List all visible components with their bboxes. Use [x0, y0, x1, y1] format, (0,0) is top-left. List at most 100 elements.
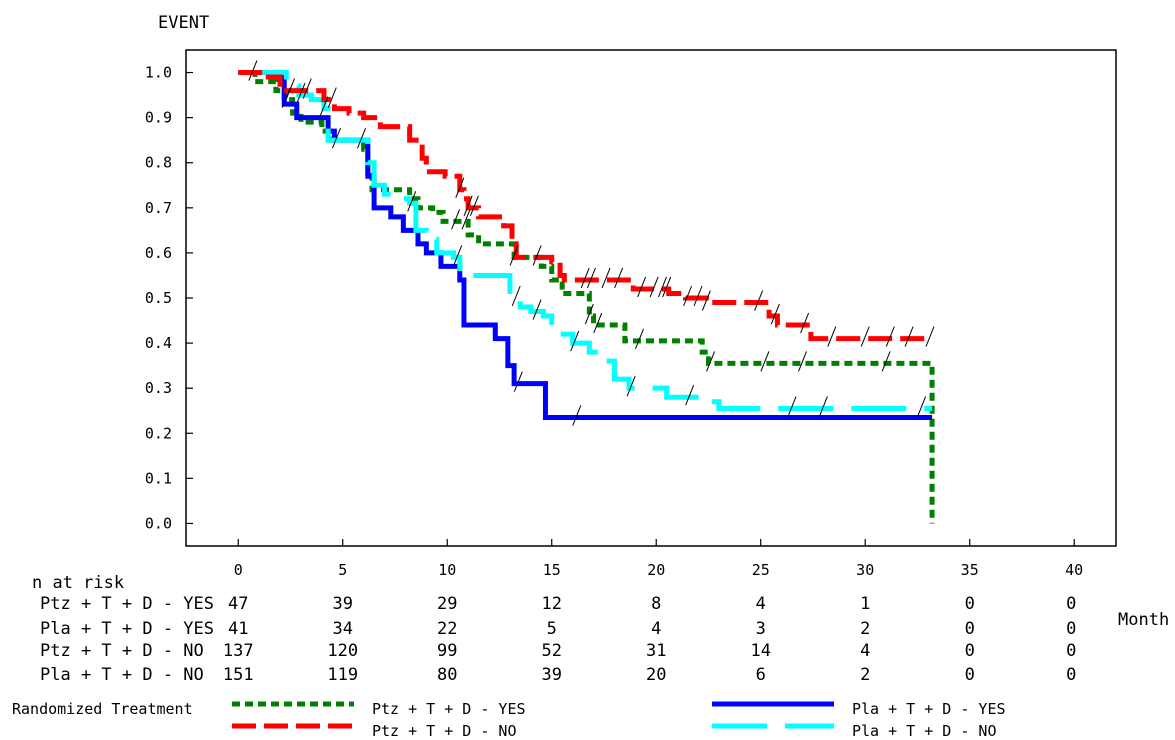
risk-table-count: 4 — [860, 641, 870, 661]
y-tick-label: 0.1 — [145, 469, 172, 487]
legend-entry-label: Ptz + T + D - YES — [372, 700, 526, 718]
x-tick-label: 20 — [647, 561, 665, 579]
censor-mark — [685, 385, 695, 406]
y-axis-ticks: 0.0 0.1 0.2 0.3 0.4 0.5 0.6 0.7 0.8 0.9 1.0 — [145, 64, 193, 532]
y-tick-label: 0.8 — [145, 154, 172, 172]
km-curve — [238, 70, 933, 411]
censor-mark — [614, 267, 624, 289]
risk-table-count: 120 — [327, 641, 358, 661]
censor-mark — [601, 267, 611, 289]
censor-mark — [798, 351, 807, 372]
risk-table-count: 41 — [228, 619, 248, 639]
y-tick-label: 0.6 — [145, 244, 172, 262]
risk-table-count: 99 — [437, 641, 457, 661]
censor-marks — [248, 60, 935, 426]
censor-mark — [635, 328, 644, 350]
km-curve — [238, 70, 933, 342]
risk-table-row-label: Pla + T + D - NO — [40, 665, 204, 685]
censor-mark — [827, 326, 837, 347]
risk-table-count: 47 — [228, 594, 248, 614]
risk-table-row-label: Ptz + T + D - YES — [40, 594, 214, 614]
censor-mark — [453, 245, 463, 266]
censor-mark — [532, 245, 542, 266]
risk-table-count: 39 — [332, 594, 352, 614]
legend-title: Randomized Treatment — [12, 700, 193, 718]
y-tick-label: 0.0 — [145, 514, 172, 532]
x-tick-label: 35 — [961, 561, 979, 579]
risk-table-row-label: Pla + T + D - YES — [40, 619, 214, 639]
censor-mark — [461, 209, 471, 230]
censor-mark — [357, 127, 367, 149]
censor-mark — [327, 87, 337, 108]
risk-table-count: 1 — [860, 594, 870, 614]
legend: Randomized Treatment Ptz + T + D - YES Ptz… — [12, 700, 1006, 740]
censor-mark — [332, 127, 341, 149]
plot-frame — [185, 49, 1117, 547]
risk-table-count: 0 — [965, 594, 975, 614]
x-tick-label: 40 — [1065, 561, 1083, 579]
censor-mark — [637, 276, 647, 298]
censor-mark — [860, 326, 870, 347]
censor-mark — [580, 267, 590, 289]
legend-entry-label: Pla + T + D - NO — [852, 722, 997, 740]
risk-table-count: 2 — [860, 665, 870, 685]
censor-mark — [693, 285, 703, 307]
km-curve — [238, 70, 933, 420]
x-tick-label: 5 — [338, 561, 347, 579]
risk-table-count: 137 — [223, 641, 254, 661]
censor-mark — [511, 285, 521, 307]
y-tick-label: 0.9 — [145, 109, 172, 127]
risk-table-count: 34 — [332, 619, 352, 639]
risk-table-count: 31 — [646, 641, 666, 661]
km-curves — [238, 70, 935, 524]
legend-entry-label: Ptz + T + D - NO — [372, 722, 517, 740]
risk-table-title: n at risk — [32, 573, 124, 593]
censor-mark — [683, 285, 693, 307]
censor-mark — [532, 299, 542, 320]
censor-mark — [917, 396, 927, 417]
censor-mark — [701, 290, 711, 311]
censor-mark — [570, 330, 580, 352]
x-axis-ticks: 0 5 10 15 20 25 30 35 40 — [234, 539, 1083, 579]
censor-mark — [881, 351, 891, 372]
risk-table-count: 4 — [651, 619, 661, 639]
risk-table-count: 0 — [965, 619, 975, 639]
censor-mark — [302, 78, 312, 99]
risk-table-count: 119 — [327, 665, 358, 685]
y-tick-label: 1.0 — [145, 64, 172, 82]
censor-mark — [754, 290, 764, 311]
risk-table-count: 8 — [651, 594, 661, 614]
risk-table-count: 29 — [437, 594, 457, 614]
risk-table-count: 5 — [547, 619, 557, 639]
risk-table-count: 4 — [756, 594, 766, 614]
risk-table-count: 14 — [750, 641, 770, 661]
censor-mark — [760, 351, 770, 372]
risk-table-row-label: Ptz + T + D - NO — [40, 641, 204, 661]
risk-table-count: 2 — [860, 619, 870, 639]
risk-table-count: 12 — [541, 594, 561, 614]
censor-mark — [469, 195, 479, 217]
x-tick-label: 30 — [856, 561, 874, 579]
censor-mark — [451, 209, 461, 230]
risk-table-count: 151 — [223, 665, 254, 685]
risk-table-count: 39 — [541, 665, 561, 685]
censor-mark — [463, 195, 473, 217]
censor-mark — [584, 303, 594, 325]
censor-mark — [800, 312, 810, 334]
censor-mark — [787, 396, 797, 417]
risk-table-count: 20 — [646, 665, 666, 685]
risk-table-count: 22 — [437, 619, 457, 639]
y-tick-label: 0.2 — [145, 424, 172, 442]
risk-table-count: 0 — [1066, 594, 1076, 614]
x-tick-label: 25 — [752, 561, 770, 579]
x-tick-label: 0 — [234, 561, 243, 579]
risk-table-count: 6 — [756, 665, 766, 685]
censor-mark — [649, 276, 659, 298]
censor-mark — [904, 326, 914, 347]
censor-mark — [586, 267, 596, 289]
censor-mark — [296, 82, 306, 104]
legend-entry-label: Pla + T + D - YES — [852, 700, 1006, 718]
risk-table-count: 0 — [1066, 665, 1076, 685]
y-tick-label: 0.7 — [145, 199, 172, 217]
